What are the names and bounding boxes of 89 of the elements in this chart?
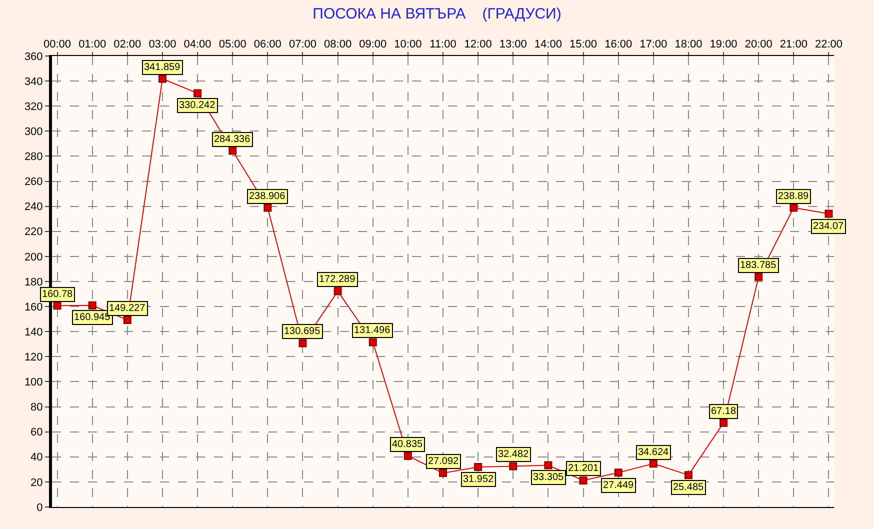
point xyxy=(614,468,622,477)
data-label: 33.305 xyxy=(533,472,564,483)
point xyxy=(720,418,728,427)
data-label: 160.945 xyxy=(74,312,111,323)
data-label: 130.695 xyxy=(284,326,321,337)
data-label: 27.449 xyxy=(603,480,634,491)
y-tick-label: 40 xyxy=(30,452,43,464)
x-tick-label: 03:00 xyxy=(148,38,176,51)
data-label: 238.906 xyxy=(249,191,286,202)
x-tick-label: 14:00 xyxy=(534,38,562,51)
point xyxy=(298,339,307,348)
point xyxy=(509,462,518,470)
data-label: 32.482 xyxy=(498,449,530,460)
y-tick-label: 140 xyxy=(24,326,43,338)
point xyxy=(544,461,552,470)
data-label: 31.952 xyxy=(463,474,494,485)
data-label: 160.78 xyxy=(42,289,74,300)
data-label: 27.092 xyxy=(428,456,460,467)
x-tick-label: 18:00 xyxy=(674,38,702,51)
y-tick-label: 280 xyxy=(24,151,43,164)
data-label: 131.496 xyxy=(354,325,391,336)
x-tick-label: 00:00 xyxy=(43,38,72,51)
data-label: 234.07 xyxy=(813,221,844,232)
y-tick-label: 320 xyxy=(24,100,43,113)
data-label: 238.89 xyxy=(778,191,810,202)
data-label: 172.289 xyxy=(319,274,356,285)
data-label: 330.242 xyxy=(179,100,216,111)
x-tick-label: 12:00 xyxy=(464,38,492,51)
y-tick-label: 160 xyxy=(24,301,43,314)
point xyxy=(368,338,377,346)
x-tick-label: 20:00 xyxy=(744,38,772,51)
x-tick-label: 17:00 xyxy=(640,38,668,51)
data-label: 67.18 xyxy=(711,406,736,417)
x-tick-label: 06:00 xyxy=(254,38,282,51)
y-tick-label: 60 xyxy=(30,426,43,439)
y-tick-label: 80 xyxy=(30,402,43,414)
y-tick-label: 100 xyxy=(24,376,43,389)
x-tick-label: 05:00 xyxy=(218,38,246,51)
y-tick-label: 20 xyxy=(30,476,43,489)
y-tick-label: 0 xyxy=(36,502,43,514)
point xyxy=(334,287,342,296)
x-tick-label: 02:00 xyxy=(114,38,142,51)
y-tick-label: 220 xyxy=(24,226,43,238)
point xyxy=(53,302,62,310)
y-tick-label: 300 xyxy=(24,126,43,138)
x-tick-label: 07:00 xyxy=(288,38,316,51)
y-tick-label: 240 xyxy=(24,201,43,214)
point xyxy=(824,210,833,218)
data-label: 284.336 xyxy=(214,134,251,145)
point xyxy=(684,471,692,480)
point xyxy=(754,272,763,281)
data-label: 34.624 xyxy=(638,447,670,458)
point xyxy=(790,204,798,212)
chart-title: ПОСОКА НА ВЯТЪРА (ГРАДУСИ) xyxy=(312,5,562,22)
x-tick-label: 09:00 xyxy=(359,38,387,51)
x-tick-label: 19:00 xyxy=(710,38,738,51)
point xyxy=(123,316,132,324)
data-label: 149.227 xyxy=(109,303,146,314)
point xyxy=(439,469,447,478)
y-tick-label: 200 xyxy=(24,251,43,264)
point xyxy=(264,204,272,212)
x-tick-label: 21:00 xyxy=(780,38,808,51)
data-label: 40.835 xyxy=(392,439,424,450)
y-tick-label: 360 xyxy=(24,50,43,63)
y-tick-label: 340 xyxy=(24,76,43,88)
point xyxy=(404,452,412,460)
x-tick-label: 15:00 xyxy=(570,38,598,51)
data-label: 341.859 xyxy=(144,62,181,73)
point xyxy=(88,301,96,310)
point xyxy=(649,460,658,468)
point xyxy=(194,89,202,98)
x-tick-label: 08:00 xyxy=(324,38,352,51)
data-label: 183.785 xyxy=(740,260,777,271)
y-tick-label: 120 xyxy=(24,352,43,364)
point xyxy=(579,476,588,484)
x-tick-label: 01:00 xyxy=(78,38,106,51)
x-tick-label: 04:00 xyxy=(184,38,212,51)
x-tick-label: 22:00 xyxy=(814,38,843,51)
point xyxy=(158,74,166,83)
data-label: 25.485 xyxy=(673,482,704,493)
x-tick-label: 16:00 xyxy=(604,38,632,51)
x-tick-label: 11:00 xyxy=(430,38,456,51)
x-tick-label: 10:00 xyxy=(394,38,422,51)
data-label: 21.201 xyxy=(568,463,600,474)
y-tick-label: 180 xyxy=(24,276,43,288)
point xyxy=(228,146,237,155)
x-tick-label: 13:00 xyxy=(499,38,527,51)
point xyxy=(474,462,482,471)
y-tick-label: 260 xyxy=(24,176,43,188)
